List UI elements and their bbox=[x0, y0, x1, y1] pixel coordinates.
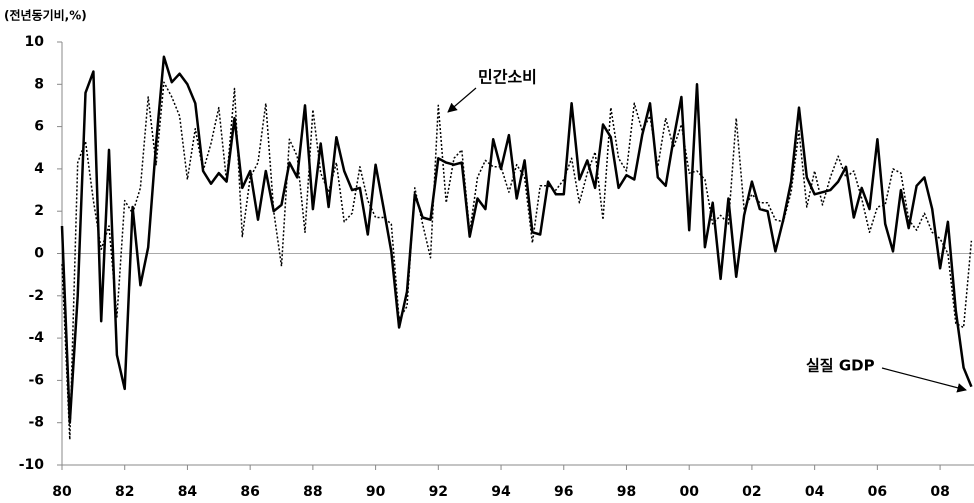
y-tick-label: 8 bbox=[34, 76, 44, 92]
x-tick-label: 02 bbox=[742, 484, 761, 500]
y-tick-label: -4 bbox=[28, 330, 44, 346]
x-tick-label: 04 bbox=[805, 484, 825, 500]
series-label: 실질 GDP bbox=[806, 357, 875, 375]
y-tick-label: -2 bbox=[28, 288, 44, 304]
y-tick-label: 4 bbox=[34, 161, 44, 177]
x-tick-label: 92 bbox=[429, 484, 448, 500]
y-axis-label: (전년동기비,%) bbox=[4, 8, 87, 23]
x-tick-label: 84 bbox=[178, 484, 198, 500]
x-tick-label: 90 bbox=[366, 484, 386, 500]
annotation-arrow bbox=[881, 367, 967, 393]
x-tick-label: 94 bbox=[491, 484, 511, 500]
y-tick-label: 0 bbox=[34, 246, 44, 262]
y-tick-label: -8 bbox=[28, 415, 44, 431]
x-tick-label: 82 bbox=[115, 484, 134, 500]
x-tick-label: 98 bbox=[617, 484, 636, 500]
y-tick-label: -10 bbox=[19, 457, 45, 473]
annotation-arrow bbox=[447, 87, 477, 113]
y-tick-label: 10 bbox=[25, 34, 45, 50]
series-label: 민간소비 bbox=[478, 68, 537, 87]
x-tick-label: 08 bbox=[930, 484, 949, 500]
x-tick-label: 80 bbox=[52, 484, 72, 500]
x-tick-label: 96 bbox=[554, 484, 573, 500]
y-tick-label: -6 bbox=[28, 372, 44, 388]
series-line bbox=[60, 55, 973, 424]
x-tick-label: 06 bbox=[868, 484, 887, 500]
x-tick-label: 00 bbox=[679, 484, 699, 500]
y-tick-label: 2 bbox=[34, 203, 44, 219]
x-tick-label: 86 bbox=[240, 484, 259, 500]
y-tick-label: 6 bbox=[34, 119, 44, 135]
x-tick-label: 88 bbox=[303, 484, 322, 500]
